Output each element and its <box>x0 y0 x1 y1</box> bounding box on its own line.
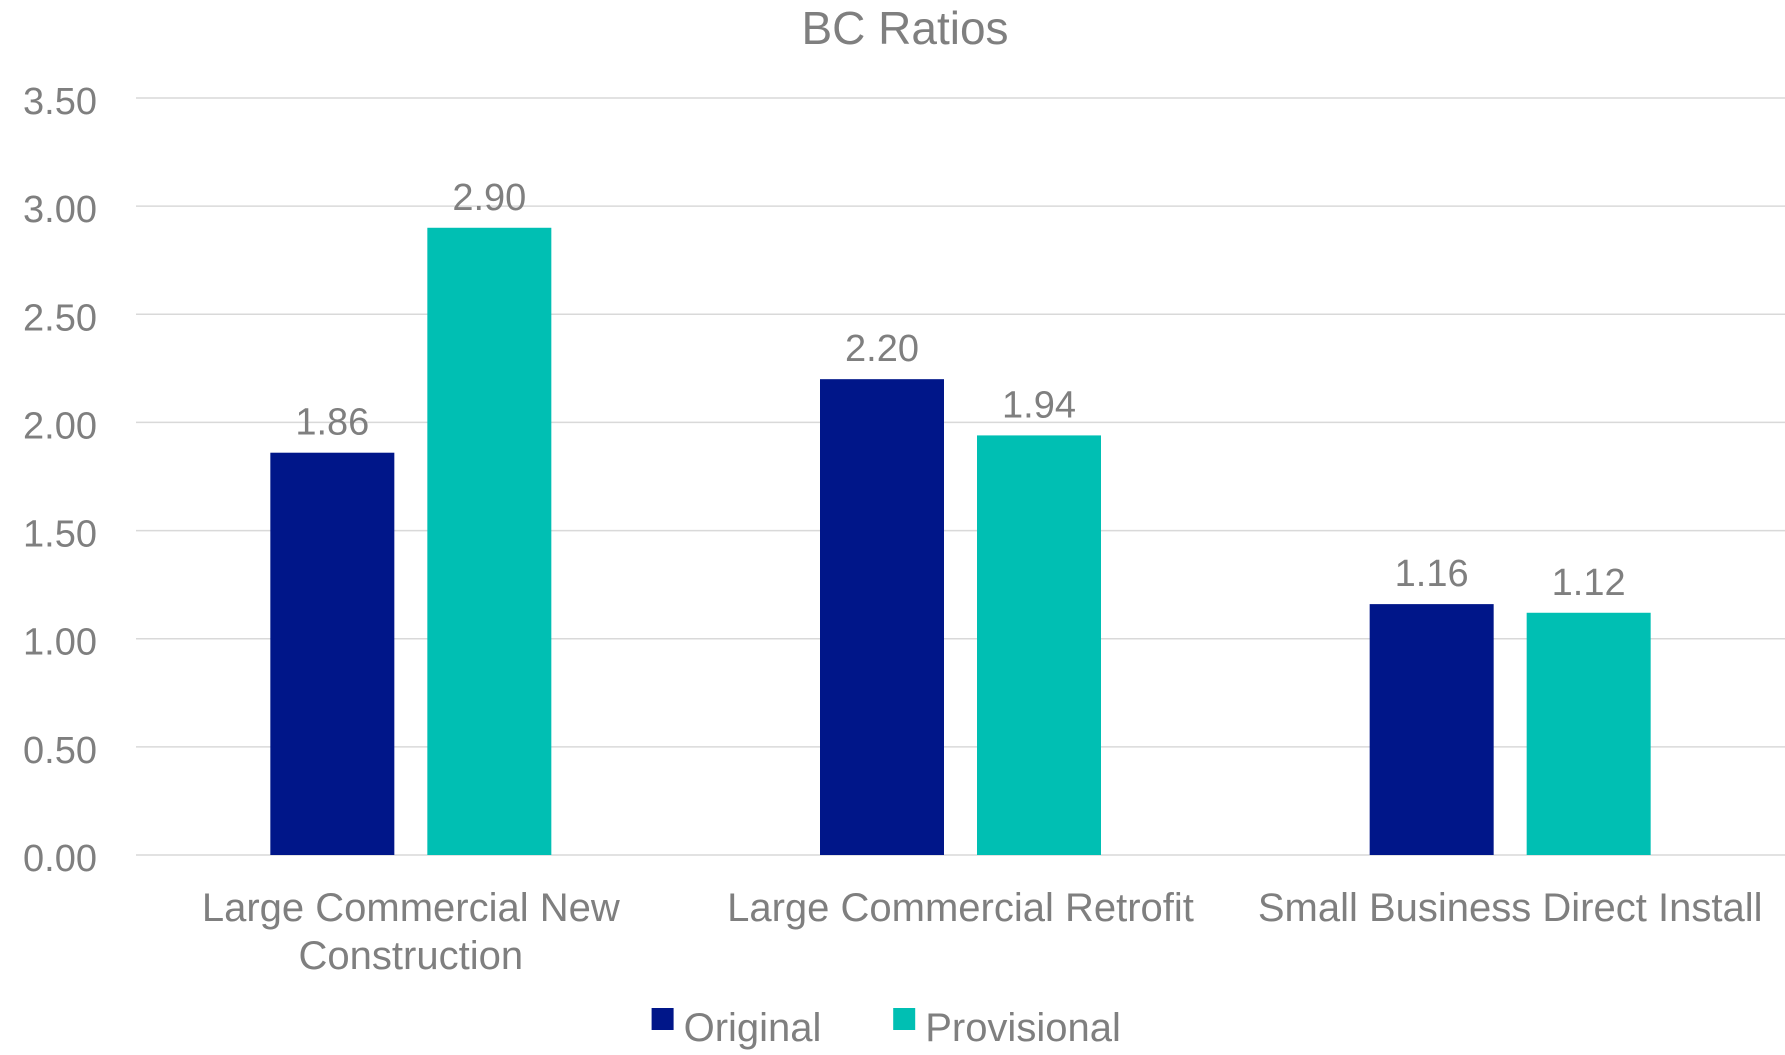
legend-label: Original <box>684 1006 822 1050</box>
y-tick-label: 0.00 <box>23 838 97 880</box>
y-tick-label: 1.50 <box>23 514 97 556</box>
x-tick-label: Large Commercial Retrofit <box>727 886 1194 930</box>
bar-original <box>820 379 944 855</box>
data-label: 1.16 <box>1395 553 1469 595</box>
data-label: 1.86 <box>295 402 369 444</box>
y-tick-label: 3.50 <box>23 81 97 123</box>
data-label: 1.94 <box>1002 384 1076 426</box>
y-tick-label: 1.00 <box>23 622 97 664</box>
gridlines <box>136 97 1785 856</box>
data-label: 2.90 <box>452 177 526 219</box>
legend-swatch-original <box>651 1008 674 1030</box>
legend: Original Provisional <box>651 1006 1121 1050</box>
data-labels: 1.86 2.90 2.20 1.94 1.16 1.12 <box>295 177 1625 604</box>
y-axis-ticks: 0.00 0.50 1.00 1.50 2.00 2.50 3.00 3.50 <box>23 81 97 880</box>
data-label: 1.12 <box>1552 562 1626 604</box>
y-tick-label: 2.50 <box>23 297 97 339</box>
bar-original <box>1369 604 1494 855</box>
bars <box>270 227 1651 855</box>
x-tick-label: Construction <box>299 934 524 978</box>
legend-swatch-provisional <box>893 1008 916 1030</box>
data-label: 2.20 <box>845 328 919 370</box>
bar-provisional <box>427 227 552 855</box>
y-tick-label: 0.50 <box>23 730 97 772</box>
y-tick-label: 2.00 <box>23 405 97 447</box>
bar-provisional <box>1526 612 1651 855</box>
bar-original <box>270 452 395 855</box>
y-tick-label: 3.00 <box>23 189 97 231</box>
x-tick-label: Large Commercial New <box>202 886 620 930</box>
x-tick-label: Small Business Direct Install <box>1258 886 1763 930</box>
bar-provisional <box>977 435 1101 855</box>
chart-title: BC Ratios <box>801 2 1008 54</box>
legend-label: Provisional <box>925 1006 1121 1050</box>
